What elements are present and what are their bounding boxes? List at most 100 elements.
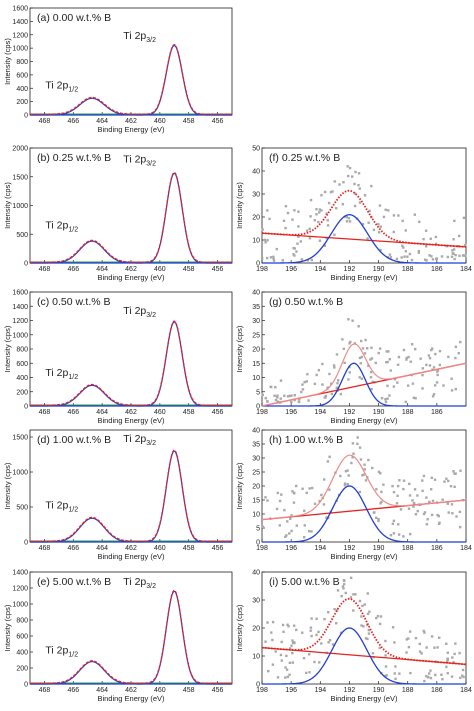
panel-i: 198 196 194 192 190 188 186 184 0 10 20 30 40 Binding… (235, 570, 472, 704)
data-point (453, 219, 456, 223)
data-point (375, 516, 378, 520)
envelope-fit (30, 449, 232, 542)
y-axis-label: Intensity (cps) (3, 462, 12, 509)
x-tick-label: 194 (314, 266, 326, 273)
x-tick-label: 196 (285, 545, 297, 552)
data-point (378, 646, 382, 650)
data-point (406, 384, 410, 387)
data-point (384, 665, 388, 668)
data-point (292, 501, 296, 504)
data-point (408, 532, 412, 536)
data-point (330, 392, 334, 396)
data-point (423, 258, 427, 261)
data-point (295, 628, 298, 632)
y-tick-label: 20 (252, 484, 260, 491)
envelope-fit (30, 320, 232, 406)
data-point (364, 338, 367, 342)
data-point (305, 380, 308, 383)
data-point (446, 502, 449, 505)
data-point (287, 625, 290, 628)
data-point (422, 629, 425, 633)
data-point (411, 499, 414, 502)
data-point (458, 651, 461, 655)
data-point (330, 382, 333, 385)
data-point (317, 220, 320, 224)
panel-d: 468 466 464 462 460 458 456 0 500 1000 1500 Binding… (3, 429, 233, 561)
data-point (342, 347, 345, 351)
data-point (344, 470, 348, 473)
x-tick-label: 456 (212, 545, 224, 552)
data-point (414, 636, 418, 640)
x-tick-label: 192 (344, 266, 356, 273)
data-point (452, 238, 455, 241)
data-point (359, 362, 362, 365)
data-point (325, 516, 328, 519)
data-point (459, 340, 462, 344)
data-point (424, 229, 428, 232)
data-point (339, 392, 343, 396)
data-point (278, 524, 281, 527)
y-tick-label: 1500 (12, 435, 28, 442)
data-point (356, 436, 359, 439)
data-point (261, 525, 265, 529)
x-tick-label: 188 (402, 545, 414, 552)
data-point (459, 525, 462, 529)
data-point (284, 676, 287, 679)
data-point (269, 256, 273, 259)
data-point (417, 251, 421, 254)
data-point (434, 384, 437, 387)
data-point (369, 358, 372, 361)
y-tick-label: 30 (252, 456, 260, 463)
plot-frame (261, 429, 467, 543)
data-point (295, 250, 298, 253)
y-tick-label: 5 (256, 526, 260, 533)
data-point (264, 640, 267, 643)
panel-title: (b) 0.25 w.t.% B (37, 152, 111, 164)
y-tick-label: 1400 (12, 570, 28, 577)
data-point (334, 622, 338, 625)
x-tick-label: 468 (39, 118, 51, 125)
data-point (452, 248, 456, 251)
data-point (422, 237, 425, 241)
data-point (308, 227, 311, 231)
data-point (341, 338, 344, 341)
x-tick-label: 458 (183, 266, 195, 273)
data-point (264, 397, 267, 400)
plot-frame (29, 147, 233, 264)
data-point (331, 190, 334, 193)
y-tick-label: 800 (16, 347, 28, 354)
plot-frame (261, 571, 467, 685)
x-axis-label: Binding Energy (eV) (97, 694, 165, 703)
data-point (271, 638, 274, 642)
data-point (315, 373, 318, 377)
data-point (285, 668, 289, 671)
data-point (352, 593, 355, 596)
data-point (396, 494, 399, 497)
data-point (457, 234, 461, 238)
y-tick-label: 30 (252, 318, 260, 325)
data-point (413, 213, 416, 216)
data-point (260, 257, 264, 260)
y-tick-label: 20 (252, 347, 260, 354)
y-tick-label: 500 (16, 505, 28, 512)
data-point (276, 400, 280, 403)
y-tick-label: 10 (252, 512, 260, 519)
data-point (402, 487, 405, 491)
data-point (292, 641, 296, 644)
envelope-fit (30, 44, 232, 115)
data-point (352, 452, 355, 455)
data-point (295, 484, 298, 488)
data-point (455, 515, 458, 518)
y-tick-label: 1500 (12, 174, 28, 181)
data-point (306, 373, 309, 376)
data-point (387, 350, 390, 353)
data-point (404, 250, 408, 253)
data-point (349, 340, 352, 344)
data-point (339, 631, 343, 635)
data-point (351, 175, 354, 178)
data-point (353, 204, 357, 208)
data-point (408, 482, 411, 486)
panel-c: 468 466 464 462 460 458 456 0 200 400 600 800 1000 12… (3, 290, 233, 425)
data-point (292, 491, 296, 494)
data-point (266, 239, 269, 242)
